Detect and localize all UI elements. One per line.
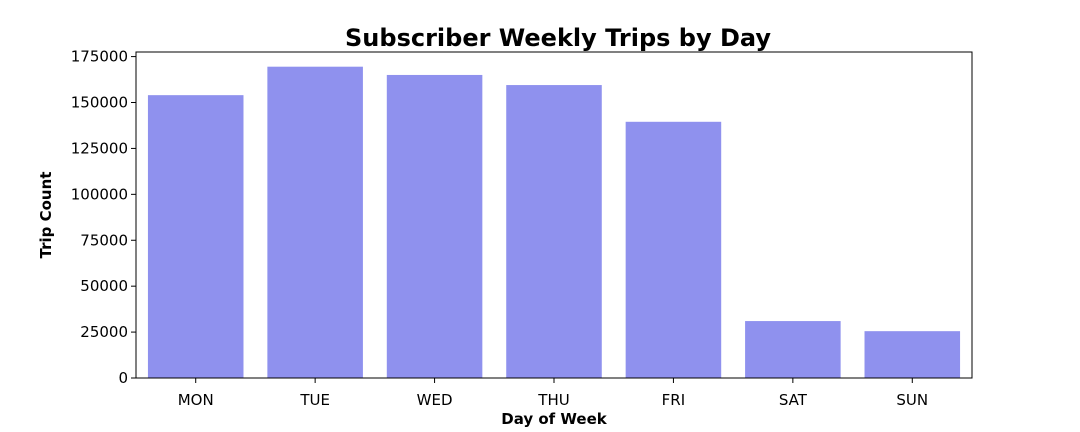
bar-tue — [267, 66, 363, 378]
bar-mon — [147, 95, 244, 379]
y-tick-label: 150000 — [71, 94, 128, 112]
bar-fri — [625, 121, 722, 378]
bar-thu — [506, 85, 602, 379]
x-tick-label-sat: SAT — [779, 391, 808, 409]
x-tick-label-wed: WED — [417, 391, 453, 409]
bar-sat — [745, 321, 841, 378]
x-axis-ticks: MON TUE WED THU FRI SAT SUN — [178, 378, 928, 409]
y-tick-label: 175000 — [71, 48, 128, 66]
chart-title: Subscriber Weekly Trips by Day — [345, 24, 771, 52]
y-tick-label: 25000 — [80, 323, 128, 341]
y-tick-label: 50000 — [80, 277, 128, 295]
y-tick-label: 0 — [118, 369, 128, 387]
y-axis-label: Trip Count — [37, 172, 55, 259]
plot-frame — [135, 51, 973, 379]
x-tick-label-fri: FRI — [662, 391, 685, 409]
x-tick-label-sun: SUN — [896, 391, 928, 409]
y-axis-ticks: 0 25000 50000 75000 100000 125000 150000 175000 — [71, 48, 136, 387]
y-tick-label: 75000 — [80, 231, 128, 249]
x-tick-label-mon: MON — [178, 391, 214, 409]
x-tick-label-tue: TUE — [299, 391, 330, 409]
x-tick-label-thu: THU — [537, 391, 569, 409]
x-axis-label: Day of Week — [501, 410, 608, 428]
y-tick-label: 125000 — [71, 139, 128, 157]
y-tick-label: 100000 — [71, 185, 128, 203]
bars-layer — [147, 66, 961, 379]
bar-sun — [864, 331, 961, 378]
bar-wed — [386, 74, 483, 378]
